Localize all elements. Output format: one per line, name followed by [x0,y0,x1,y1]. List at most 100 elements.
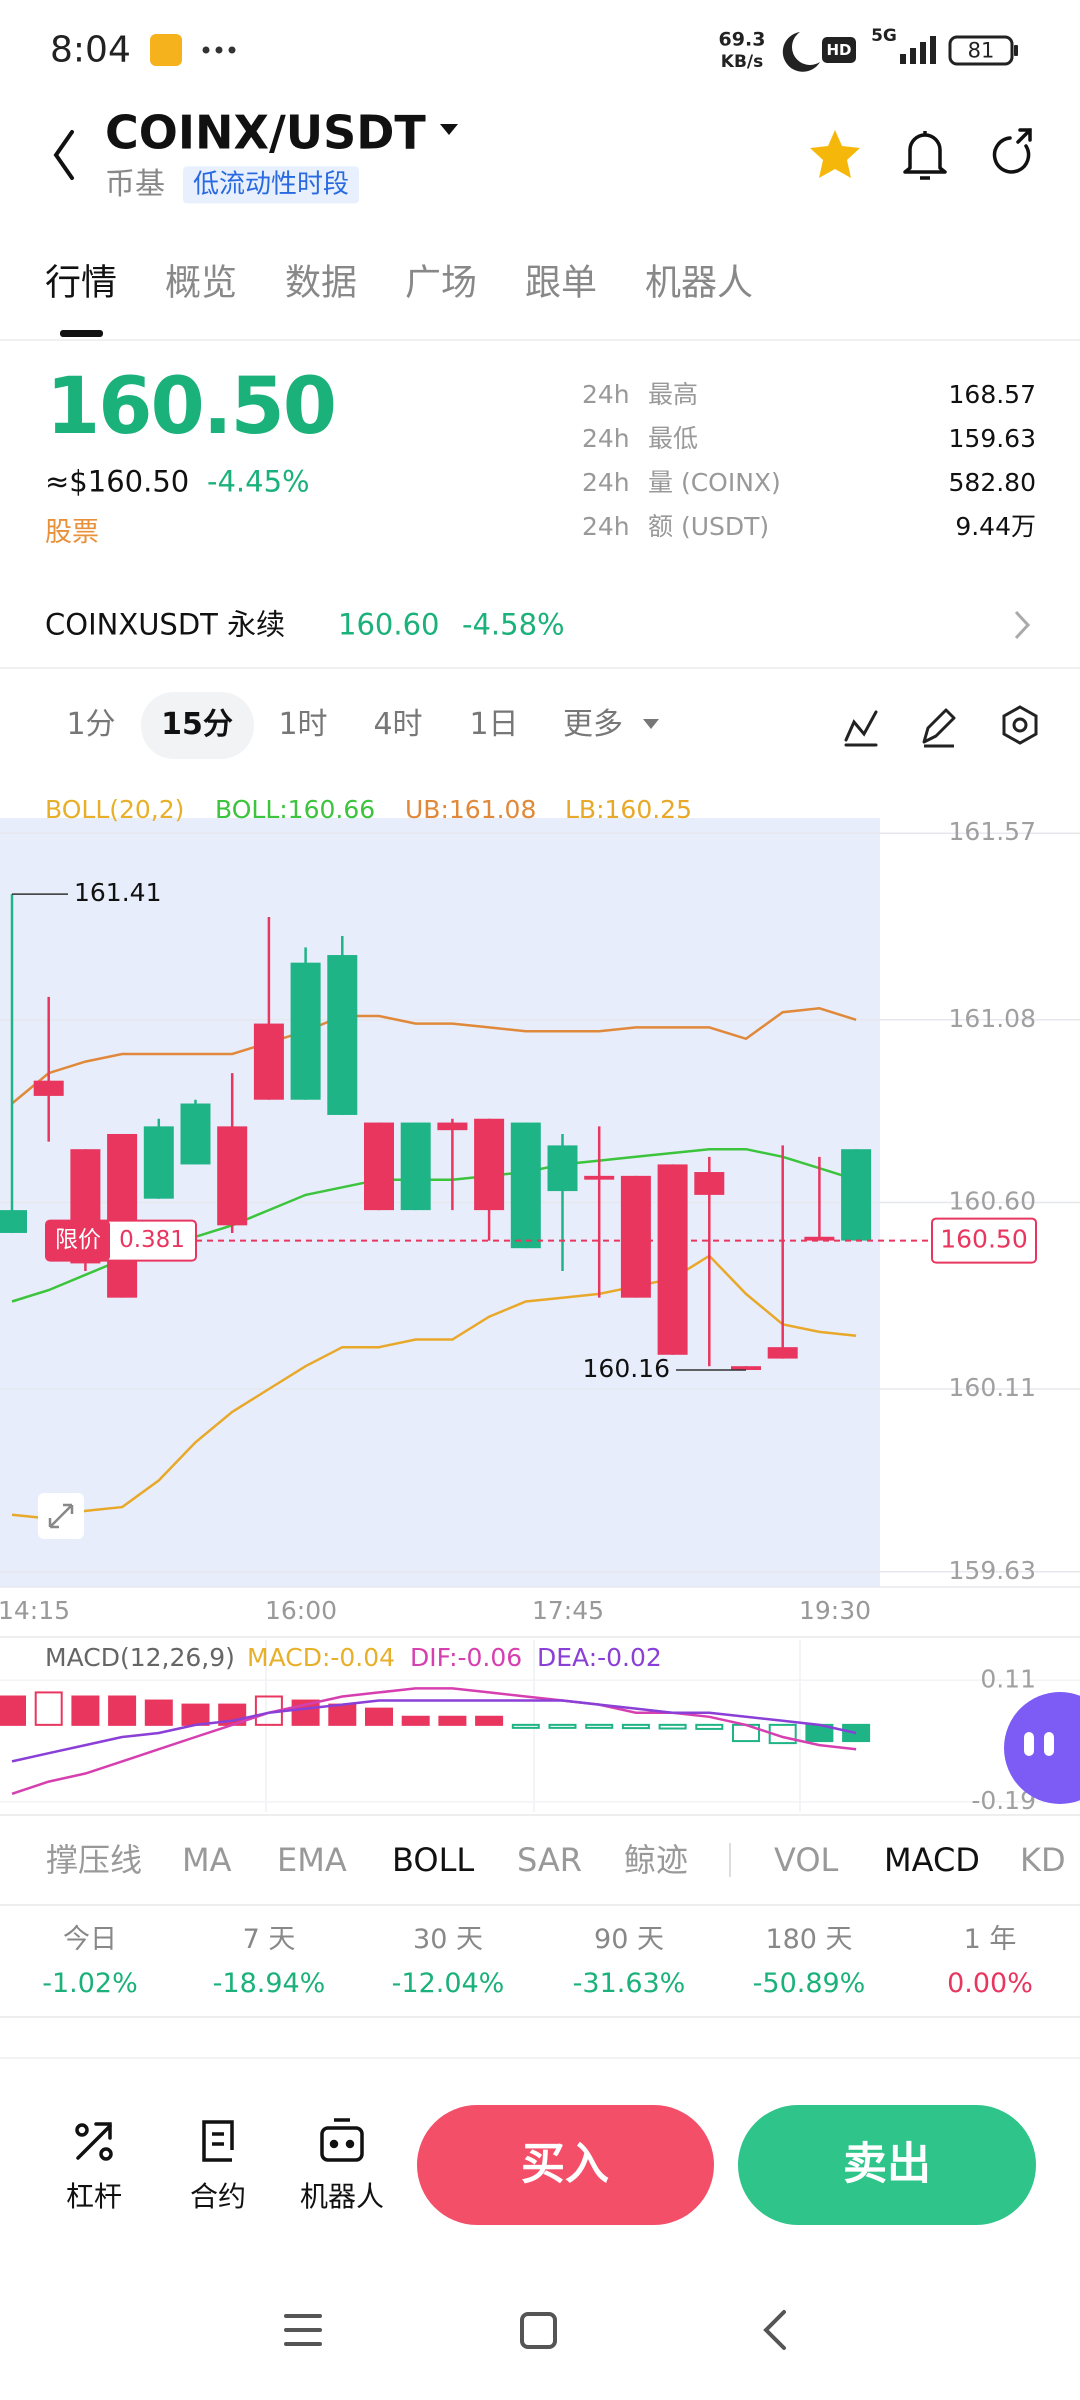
stat-period: 24h [582,468,630,497]
series-legend: LB:160.25 [565,795,692,824]
candle-body [510,1122,541,1249]
draw-button[interactable] [922,708,956,748]
pair-caret[interactable] [440,124,458,135]
back-button[interactable] [53,130,74,180]
share-button[interactable] [992,128,1032,174]
favorite-star[interactable] [810,130,860,178]
alert-bell[interactable] [903,131,947,180]
more-dot [228,46,236,54]
interval[interactable]: 1分 [66,707,116,742]
macd-bar [658,1723,687,1730]
indicator-tab[interactable]: BOLL [392,1840,475,1879]
indicator-tab[interactable]: MA [182,1840,232,1879]
candle-body [841,1149,872,1241]
indicator-tab[interactable]: MACD [884,1840,980,1879]
candle-body [657,1164,688,1355]
macd-bar [108,1695,137,1726]
interval[interactable]: 1时 [278,707,328,742]
series-legend: MACD:-0.04 [247,1643,396,1672]
candle-body [0,1210,27,1233]
moon-icon [782,32,820,72]
x-tick-label: 14:15 [0,1596,70,1625]
macd-bar [511,1723,540,1729]
usd-price: ≈$160.50 [45,464,190,499]
tab[interactable]: 广场 [405,262,478,304]
indicator-tab[interactable]: 鲸迹 [624,1840,689,1879]
tool-label[interactable]: 合约 [189,2180,247,2214]
settings-button[interactable] [1002,705,1038,745]
buy-button[interactable] [417,2105,714,2225]
interval[interactable]: 4时 [373,707,423,742]
leverage-icon[interactable] [75,2122,113,2161]
y-tick-label: 0.11 [980,1664,1036,1693]
macd-bar [401,1715,430,1726]
order-value: 0.381 [119,1227,185,1253]
assistant-eye [1044,1732,1054,1756]
interval[interactable]: 1日 [469,707,519,742]
period-change: -12.04% [391,1967,505,1999]
perp-name[interactable]: COINXUSDT 永续 [45,607,286,642]
candle-body [804,1236,835,1241]
tool-label[interactable]: 杠杆 [65,2180,123,2214]
stat-period: 24h [582,512,630,541]
stat-value: 168.57 [948,380,1036,409]
macd-bar [695,1723,724,1730]
period-label: 30 天 [413,1923,483,1955]
pair-title[interactable]: COINX/USDT [105,105,426,160]
macd-bar [585,1723,614,1729]
asset-tag: 股票 [45,516,99,548]
candle-body [290,962,321,1100]
stat-value: 582.80 [948,468,1036,497]
stat-label: 最低 [648,424,699,453]
interval[interactable]: 更多 [563,707,623,742]
macd-bar [548,1723,577,1729]
contract-icon[interactable] [202,2120,234,2162]
macd-legend: MACD(12,26,9) [45,1643,235,1672]
tab[interactable]: 数据 [285,262,358,304]
tool-label[interactable]: 机器人 [299,2180,385,2214]
nav-back[interactable] [763,2310,786,2350]
boll-line [11,1254,857,1520]
indicator-tab[interactable]: 撑压线 [46,1840,143,1879]
stat-value: 159.63 [948,424,1036,453]
indicator-tab[interactable]: EMA [277,1840,347,1879]
candle-body [547,1145,578,1192]
more-caret[interactable] [643,719,659,729]
interval[interactable]: 15分 [161,707,233,742]
perp-price: 160.60 [338,607,440,642]
sell-label[interactable]: 卖出 [843,2138,931,2190]
nav-menu[interactable] [284,2314,322,2346]
tab[interactable]: 行情 [45,262,118,304]
macd-bar [0,1695,26,1726]
candle-body [694,1172,725,1195]
tab[interactable]: 跟单 [525,262,598,304]
nav-bar [284,2310,786,2350]
sell-button[interactable] [738,2105,1036,2225]
assistant-bubble[interactable] [1004,1692,1080,1804]
perp-chevron[interactable] [1014,610,1031,640]
tab[interactable]: 机器人 [645,262,754,304]
indicator-tab[interactable]: KD [1020,1840,1066,1879]
candle-body [364,1122,394,1211]
y-tick-label: 159.63 [949,1556,1036,1585]
series-legend: DEA:-0.02 [537,1643,662,1672]
indicator-button[interactable] [844,710,878,747]
buy-label[interactable]: 买入 [521,2138,609,2190]
candle-body [400,1122,431,1211]
bot-icon[interactable] [320,2118,364,2162]
y-tick-label: 160.11 [949,1373,1036,1402]
category: 币基 [105,167,165,202]
price-tag: 160.50 [940,1225,1027,1254]
y-tick-label: 160.60 [949,1187,1036,1216]
liquidity-tag: 低流动性时段 [183,166,360,204]
indicator-tab[interactable]: VOL [774,1840,839,1879]
indicator-tab[interactable]: SAR [517,1840,583,1879]
nav-home[interactable] [520,2312,557,2349]
candle-body [180,1103,211,1165]
perp-change: -4.58% [462,607,565,642]
candle-body [217,1126,248,1226]
tab[interactable]: 概览 [165,262,238,304]
stat-label: 最高 [648,380,699,409]
macd-bar [144,1699,173,1726]
